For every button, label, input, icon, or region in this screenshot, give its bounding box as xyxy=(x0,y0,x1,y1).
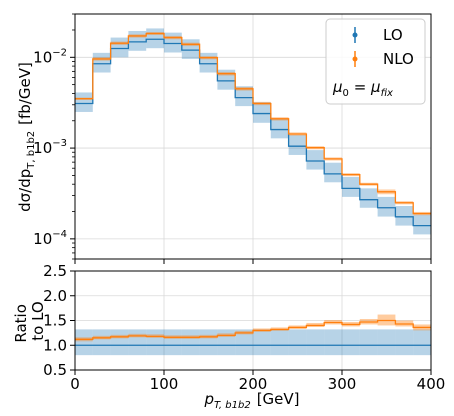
main-y-label-main: dσ/dp xyxy=(16,169,34,212)
x-label-unit: [GeV] xyxy=(257,390,300,408)
band-lo-bin-6 xyxy=(181,39,200,59)
ratio-y-tick-label-4: 2.5 xyxy=(43,262,67,280)
band-lo-bin-4 xyxy=(146,28,164,49)
ratio-line-nlo xyxy=(75,319,431,340)
band-lo-bin-2 xyxy=(110,37,129,58)
scale-lhs: μ xyxy=(332,78,343,96)
band-lo-bin-18 xyxy=(395,206,414,226)
band-lo-bin-16 xyxy=(359,188,378,208)
ratio-x-ticks: 0 100 200 300 400 xyxy=(70,370,445,393)
main-axes-frame xyxy=(74,13,432,260)
scale-rhs: μ xyxy=(370,78,381,96)
main-y-tick-base-2: 10 xyxy=(33,48,52,66)
legend: LO NLO μ0 = μfix xyxy=(325,18,426,105)
main-x-ticks xyxy=(74,259,432,264)
x-tick-label-0: 0 xyxy=(70,375,80,393)
ratio-y-label-line1: Ratio xyxy=(12,304,30,343)
scale-annotation: μ0 = μfix xyxy=(332,78,393,99)
band-lo-bin-10 xyxy=(253,102,271,123)
band-lo-bin-8 xyxy=(217,69,236,90)
x-tick-label-3: 300 xyxy=(328,375,357,393)
band-lo-bin-17 xyxy=(377,196,396,217)
ratio-band-lo-bin-9 xyxy=(235,329,253,356)
band-lo-bin-15 xyxy=(342,177,360,197)
main-y-tick-base-1: 10 xyxy=(33,139,52,157)
ratio-band-lo-bin-13 xyxy=(306,329,325,356)
main-y-tick-label-1: 10−3 xyxy=(33,138,67,157)
ratio-band-lo-bin-19 xyxy=(413,329,431,356)
band-lo-bin-13 xyxy=(306,150,325,170)
band-lo-bin-3 xyxy=(128,30,147,51)
x-label-main: p xyxy=(203,390,214,408)
ratio-band-lo-bin-5 xyxy=(164,329,182,356)
band-lo-bin-12 xyxy=(288,135,307,155)
main-y-tick-exp-2: −2 xyxy=(52,47,67,58)
band-lo-bin-1 xyxy=(92,52,111,73)
step-line-lo xyxy=(75,38,431,227)
main-y-tick-exp-1: −3 xyxy=(52,138,67,149)
ratio-band-lo-bin-11 xyxy=(270,329,289,356)
legend-nlo-marker xyxy=(352,56,358,62)
legend-lo-marker xyxy=(352,32,358,38)
main-panel: 10−410−310−2 xyxy=(33,13,432,264)
ratio-y-tick-label-1: 1.0 xyxy=(43,336,67,354)
band-lo-bin-0 xyxy=(75,92,93,112)
ratio-band-lo-bin-1 xyxy=(92,329,111,356)
ratio-band-lo-bin-0 xyxy=(75,329,93,356)
ratio-band-lo-bin-2 xyxy=(110,329,129,356)
legend-entry-lo: LO xyxy=(352,26,403,44)
band-lo-bin-11 xyxy=(270,118,289,139)
ratio-y-tick-label-0: 0.5 xyxy=(43,361,67,379)
ratio-band-lo-bin-15 xyxy=(342,329,360,356)
ratio-band-lo-bin-14 xyxy=(324,329,342,356)
band-lo-bin-19 xyxy=(413,214,431,235)
legend-entry-nlo: NLO xyxy=(352,50,414,68)
x-axis-label: pT, b1b2 [GeV] xyxy=(203,390,299,411)
main-y-tick-base-0: 10 xyxy=(33,230,52,248)
ratio-band-lo-bin-16 xyxy=(359,329,378,356)
main-y-axis-label: dσ/dpT, b1b2 [fb/GeV] xyxy=(16,62,37,212)
ratio-axes-frame xyxy=(74,270,432,371)
ratio-band-lo-bin-6 xyxy=(181,329,200,356)
ratio-y-tick-label-2: 1.5 xyxy=(43,312,67,330)
ratio-y-ticks: 0.5 1.0 1.5 2.0 2.5 xyxy=(43,262,75,379)
ratio-band-lo-bin-18 xyxy=(395,329,414,356)
legend-nlo-label: NLO xyxy=(383,50,414,68)
main-y-tick-exp-0: −4 xyxy=(52,229,67,240)
ratio-band-lo-bin-3 xyxy=(128,329,147,356)
ratio-band-lo-bin-8 xyxy=(217,329,236,356)
ratio-y-label-line2: to LO xyxy=(29,301,47,340)
main-y-label-unit: [fb/GeV] xyxy=(16,62,34,125)
ratio-lines xyxy=(75,319,431,346)
legend-box xyxy=(325,18,426,105)
main-y-label-sub: T, b1b2 xyxy=(26,131,37,170)
x-tick-label-2: 200 xyxy=(239,375,268,393)
main-y-tick-label-2: 10−2 xyxy=(33,47,67,66)
scale-eq: = xyxy=(349,78,371,96)
main-lines xyxy=(75,32,431,227)
main-y-tick-label-0: 10−4 xyxy=(33,229,67,248)
ratio-y-axis-label: Ratio to LO xyxy=(12,299,47,342)
band-lo-bin-5 xyxy=(164,32,182,53)
ratio-band-lo-bin-17 xyxy=(377,329,396,356)
x-tick-label-1: 100 xyxy=(150,375,179,393)
ratio-band-lo-bin-7 xyxy=(199,329,218,356)
scale-rhs-sub: fix xyxy=(381,88,393,99)
ratio-band-lo-bin-12 xyxy=(288,329,307,356)
ratio-band-lo-bin-4 xyxy=(146,329,164,356)
x-label-sub: T, b1b2 xyxy=(214,400,251,411)
band-lo-bin-14 xyxy=(324,162,342,183)
main-y-ticks: 10−410−310−2 xyxy=(33,13,75,260)
ratio-band-lo-bin-10 xyxy=(253,329,271,356)
ratio-panel: 0.5 1.0 1.5 2.0 2.5 0 100 200 300 400 xyxy=(43,262,445,393)
x-tick-label-4: 400 xyxy=(417,375,446,393)
ratio-y-tick-label-3: 2.0 xyxy=(43,287,67,305)
legend-lo-label: LO xyxy=(383,26,403,44)
band-lo-bin-7 xyxy=(199,52,218,73)
scale-lhs-sub: 0 xyxy=(343,88,349,99)
band-lo-bin-9 xyxy=(235,86,253,107)
step-line-nlo xyxy=(75,32,431,215)
